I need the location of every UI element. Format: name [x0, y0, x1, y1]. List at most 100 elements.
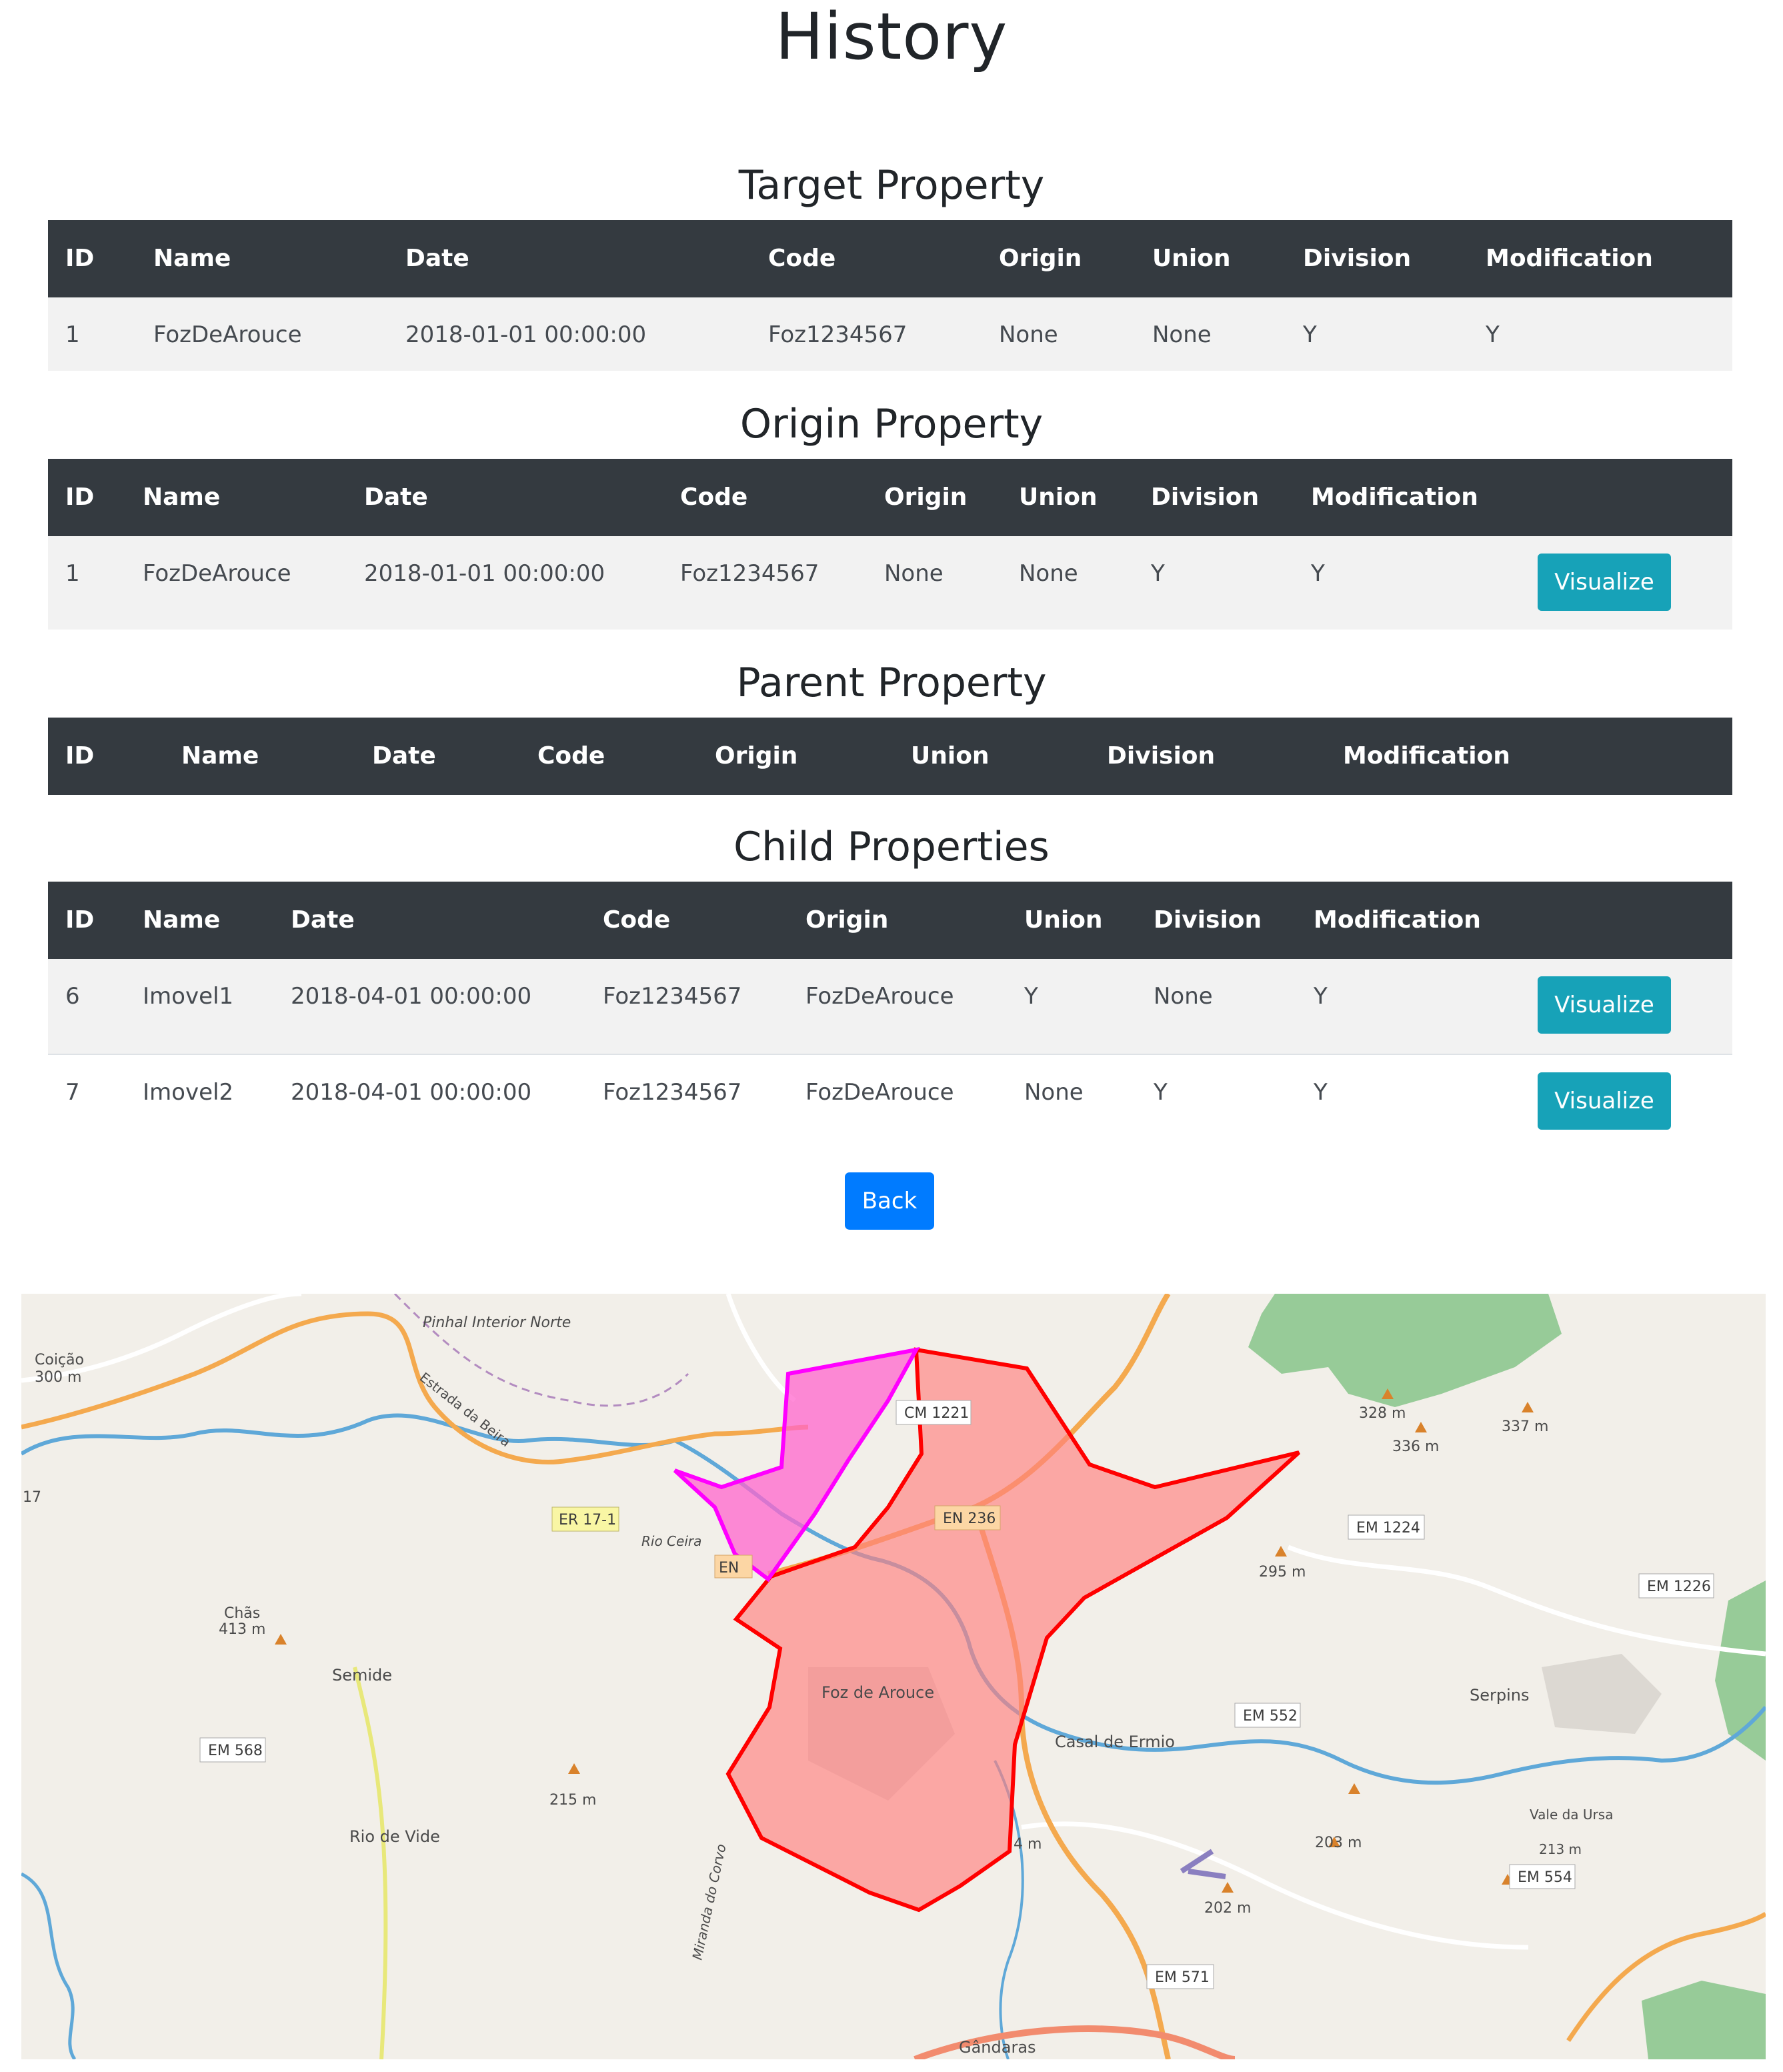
- map-label: Gândaras: [959, 2038, 1036, 2057]
- river: [21, 1872, 77, 2059]
- cell-id: 7: [65, 1079, 80, 1106]
- cell-name: Imovel1: [143, 983, 234, 1010]
- road-major: [21, 1311, 809, 1464]
- column-header-code: Code: [603, 906, 671, 934]
- forest-area: [1248, 1294, 1562, 1407]
- map-label: 300 m: [35, 1369, 81, 1386]
- column-header-origin: Origin: [715, 742, 798, 770]
- admin-boundary: [393, 1294, 689, 1407]
- road: [353, 1667, 388, 2059]
- visualize-button[interactable]: Visualize: [1538, 976, 1671, 1034]
- map-label: Vale da Ursa: [1530, 1807, 1613, 1823]
- origin-property-table: ID Name Date Code Origin Union Division …: [48, 459, 1732, 630]
- cell-origin: FozDeArouce: [805, 983, 954, 1010]
- peak-marker: [568, 1763, 580, 1774]
- cell-division: Y: [1154, 1079, 1168, 1106]
- map-label: Rio de Vide: [349, 1827, 440, 1846]
- map-label: 215 m: [549, 1792, 596, 1809]
- road-shield: [551, 1506, 619, 1532]
- road-shield: [714, 1555, 753, 1579]
- column-header-division: Division: [1151, 483, 1260, 511]
- column-header-date: Date: [405, 245, 469, 272]
- column-header-union: Union: [1152, 245, 1231, 272]
- column-header-name: Name: [181, 742, 259, 770]
- table-row: 1 FozDeArouce 2018-01-01 00:00:00 Foz123…: [48, 536, 1732, 630]
- cell-id: 1: [65, 560, 80, 587]
- cell-code: Foz1234567: [603, 1079, 742, 1106]
- road-shield: [1234, 1703, 1301, 1728]
- column-header-code: Code: [537, 742, 605, 770]
- map-label: EM 568: [208, 1743, 263, 1759]
- cell-id: 1: [65, 321, 80, 348]
- column-header-modification: Modification: [1311, 483, 1478, 511]
- column-header-division: Division: [1303, 245, 1412, 272]
- page-title: History: [775, 0, 1008, 74]
- table-row: 1 FozDeArouce 2018-01-01 00:00:00 Foz123…: [48, 297, 1732, 371]
- column-header-date: Date: [291, 906, 355, 934]
- column-header-id: ID: [65, 483, 95, 511]
- target-property-polygon: [725, 1347, 1301, 1913]
- map-label: 203 m: [1315, 1835, 1362, 1851]
- map-label: 413 m: [219, 1621, 265, 1638]
- column-header-origin: Origin: [884, 483, 968, 511]
- forest-area: [1715, 1581, 1766, 1761]
- table-header: ID Name Date Code Origin Union Division …: [48, 718, 1732, 795]
- cell-modification: Y: [1314, 983, 1328, 1010]
- map-label: Foz de Arouce: [821, 1683, 934, 1702]
- road-shield: [1146, 1964, 1214, 1989]
- map-label: Miranda do Corvo: [689, 1843, 729, 1961]
- road-shield: [1348, 1514, 1425, 1540]
- map-label: Pinhal Interior Norte: [423, 1314, 571, 1331]
- cell-union: Y: [1024, 983, 1038, 1010]
- cell-division: Y: [1303, 321, 1317, 348]
- map-label: EN 236: [943, 1510, 996, 1527]
- column-header-modification: Modification: [1486, 245, 1653, 272]
- column-header-union: Union: [911, 742, 990, 770]
- map-label: EN: [719, 1560, 739, 1577]
- map-view[interactable]: Pinhal Interior Norte Coição 300 m Estra…: [21, 1294, 1766, 2059]
- cell-name: FozDeArouce: [153, 321, 302, 348]
- table-row: 6 Imovel1 2018-04-01 00:00:00 Foz1234567…: [48, 959, 1732, 1054]
- map-label: 202 m: [1204, 1900, 1251, 1917]
- column-header-date: Date: [372, 742, 436, 770]
- peak-marker: [1382, 1388, 1394, 1399]
- cell-modification: Y: [1486, 321, 1500, 348]
- column-header-name: Name: [143, 906, 221, 934]
- peak-marker: [1348, 1783, 1360, 1794]
- map-label: CM 1221: [904, 1405, 969, 1422]
- cell-origin: None: [999, 321, 1058, 348]
- parent-property-title: Parent Property: [736, 660, 1047, 706]
- road: [725, 1294, 797, 1402]
- map-label: EM 552: [1243, 1708, 1298, 1725]
- column-header-division: Division: [1107, 742, 1216, 770]
- road: [1021, 1821, 1529, 1950]
- back-button[interactable]: Back: [845, 1172, 934, 1230]
- parent-property-table: ID Name Date Code Origin Union Division …: [48, 718, 1732, 795]
- airfield-icon: [1180, 1849, 1226, 1879]
- visualize-button[interactable]: Visualize: [1538, 1072, 1671, 1130]
- column-header-date: Date: [364, 483, 428, 511]
- cell-code: Foz1234567: [768, 321, 908, 348]
- table-header: ID Name Date Code Origin Union Division …: [48, 220, 1732, 297]
- peak-marker: [275, 1634, 287, 1645]
- child-properties-table: ID Name Date Code Origin Union Division …: [48, 882, 1732, 1150]
- map-label: EM 571: [1155, 1969, 1210, 1986]
- map-label: 337 m: [1502, 1418, 1548, 1435]
- map-label: 336 m: [1392, 1438, 1439, 1455]
- column-header-union: Union: [1024, 906, 1103, 934]
- road-shield: [934, 1505, 1001, 1530]
- cell-code: Foz1234567: [680, 560, 819, 587]
- peak-marker: [1275, 1546, 1287, 1557]
- column-header-name: Name: [153, 245, 231, 272]
- peak-marker: [1328, 1837, 1340, 1847]
- road-major: [914, 2025, 1236, 2059]
- column-header-id: ID: [65, 906, 95, 934]
- child-properties-title: Child Properties: [733, 824, 1050, 870]
- map-label: Casal de Ermio: [1055, 1733, 1175, 1751]
- map-label: EM 1226: [1647, 1579, 1711, 1595]
- cell-origin: FozDeArouce: [805, 1079, 954, 1106]
- map-label: Serpins: [1470, 1686, 1529, 1705]
- column-header-id: ID: [65, 245, 95, 272]
- road: [1287, 1544, 1766, 1657]
- visualize-button[interactable]: Visualize: [1538, 554, 1671, 611]
